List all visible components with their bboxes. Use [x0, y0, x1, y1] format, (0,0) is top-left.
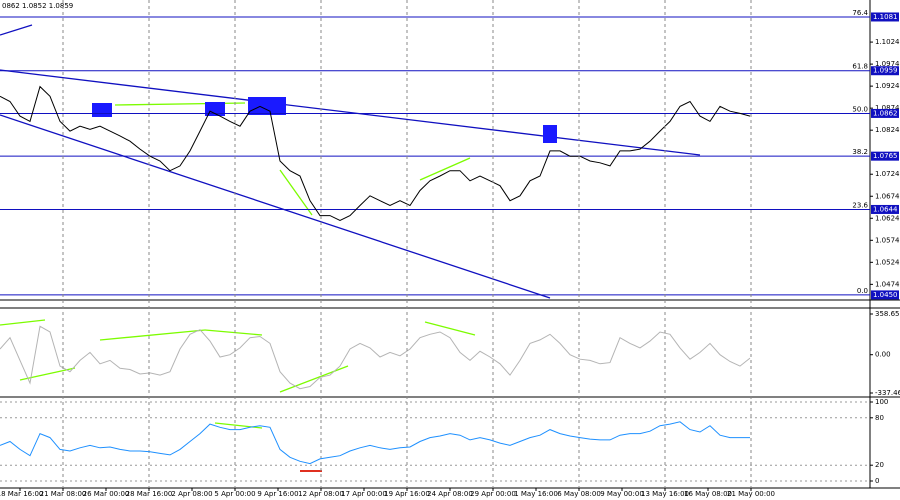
trend-line — [0, 24, 33, 36]
divergence-line — [204, 329, 263, 336]
x-tick-label: 16 May 08:00 — [684, 490, 732, 498]
divergence-line — [0, 319, 46, 326]
level-price-box — [871, 12, 899, 22]
level-price-box — [871, 66, 899, 76]
x-tick-label: 18 Mar 16:00 — [0, 490, 43, 498]
y-tick-label: 0.00 — [875, 351, 891, 359]
y-tick-label: 1.0874 — [875, 104, 900, 112]
y-tick-label: 1.1024 — [875, 38, 900, 46]
x-tick-label: 24 Apr 08:00 — [427, 490, 473, 498]
fib-label: 0.0 — [857, 287, 868, 295]
level-price: 1.0644 — [873, 205, 898, 213]
divergence-line — [214, 422, 263, 429]
level-price-box — [871, 290, 899, 300]
divergence-line — [419, 157, 471, 181]
y-tick-label: 1.0574 — [875, 236, 900, 244]
fib-label: 76.4 — [852, 9, 868, 17]
price-line — [0, 325, 751, 390]
x-tick-label: 5 Apr 00:00 — [214, 490, 255, 498]
zone-box — [92, 103, 112, 117]
x-tick-label: 29 Apr 00:00 — [470, 490, 516, 498]
y-tick-label: 1.0474 — [875, 280, 900, 288]
x-tick-label: 9 Apr 16:00 — [257, 490, 298, 498]
x-tick-label: 21 Mar 08:00 — [40, 490, 87, 498]
price-line — [0, 421, 750, 465]
trend-line — [0, 69, 701, 156]
fib-label: 38.2 — [852, 148, 868, 156]
divergence-line — [19, 367, 76, 381]
divergence-line — [279, 365, 349, 393]
divergence-line — [279, 169, 313, 216]
x-tick-label: 1 May 16:00 — [514, 490, 558, 498]
x-tick-label: 28 Mar 16:00 — [126, 490, 173, 498]
y-tick-label: 20 — [875, 461, 884, 469]
x-tick-label: 13 May 16:00 — [641, 490, 689, 498]
y-tick-label: 1.0924 — [875, 82, 900, 90]
x-tick-label: 17 Apr 00:00 — [341, 490, 387, 498]
y-tick-label: 80 — [875, 414, 884, 422]
y-tick-label: 1.0524 — [875, 258, 900, 266]
price-line — [0, 85, 751, 222]
x-tick-label: 9 May 00:00 — [600, 490, 644, 498]
divergence-line — [424, 321, 476, 336]
y-tick-label: 1.0974 — [875, 60, 900, 68]
y-tick-label: 358.6587 — [875, 310, 900, 318]
y-tick-label: -337.462 — [875, 389, 900, 397]
level-price-box — [871, 204, 899, 214]
y-tick-label: 1.0724 — [875, 170, 900, 178]
zone-box — [248, 97, 286, 115]
fib-label: 61.8 — [852, 63, 868, 71]
level-price: 1.0862 — [873, 109, 898, 117]
x-tick-label: 12 Apr 08:00 — [298, 490, 344, 498]
level-price: 1.0959 — [873, 67, 898, 75]
x-tick-label: 21 May 00:00 — [727, 490, 775, 498]
divergence-line — [99, 329, 206, 341]
y-tick-label: 1.0674 — [875, 192, 900, 200]
y-tick-label: 1.0824 — [875, 126, 900, 134]
fib-label: 50.0 — [852, 105, 868, 113]
y-tick-label: 100 — [875, 398, 888, 406]
level-price-box — [871, 151, 899, 161]
fib-label: 23.6 — [852, 201, 868, 209]
level-price: 1.0450 — [873, 291, 898, 299]
level-price: 1.0765 — [873, 152, 898, 160]
x-tick-label: 2 Apr 08:00 — [171, 490, 212, 498]
x-tick-label: 26 Mar 00:00 — [83, 490, 130, 498]
x-tick-label: 6 May 08:00 — [557, 490, 601, 498]
trend-line — [0, 114, 551, 299]
y-tick-label: 1.0624 — [875, 214, 900, 222]
zone-box — [205, 102, 225, 116]
header-quote: 0862 1.0852 1.0859 — [2, 2, 73, 10]
level-price-box — [871, 108, 899, 118]
y-tick-label: 0 — [875, 477, 879, 485]
x-tick-label: 19 Apr 16:00 — [384, 490, 430, 498]
level-price: 1.1081 — [873, 13, 898, 21]
zone-box — [543, 125, 557, 143]
